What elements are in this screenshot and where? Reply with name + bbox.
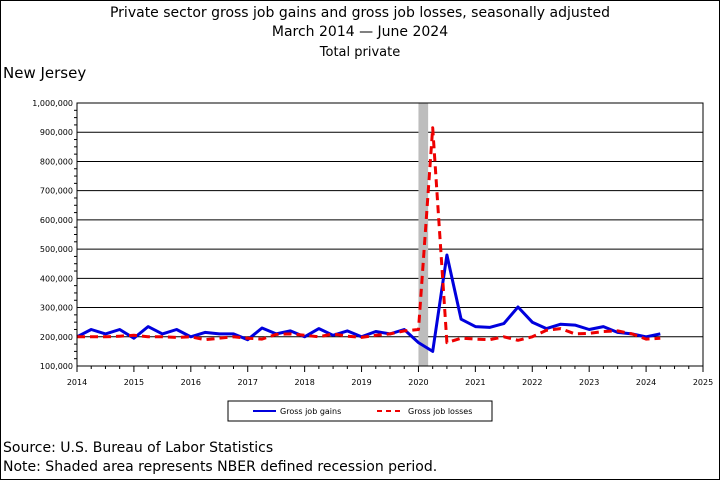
chart-subtitle-range: March 2014 — June 2024 xyxy=(271,24,449,40)
recession-shading xyxy=(418,103,429,366)
y-tick-label: 1,000,000 xyxy=(32,99,73,108)
x-tick-label: 2025 xyxy=(693,378,713,387)
x-tick-label: 2019 xyxy=(351,378,371,387)
source-note: Source: U.S. Bureau of Labor Statistics xyxy=(3,440,274,456)
legend-label-losses: Gross job losses xyxy=(408,407,472,416)
x-tick-label: 2014 xyxy=(67,378,87,387)
legend-label-gains: Gross job gains xyxy=(280,407,341,416)
series-line-gains xyxy=(76,253,661,353)
y-tick-label: 200,000 xyxy=(40,333,73,342)
x-tick-label: 2024 xyxy=(636,378,656,387)
region-label: New Jersey xyxy=(3,64,87,82)
x-tick-label: 2018 xyxy=(294,378,314,387)
y-tick-label: 500,000 xyxy=(40,245,73,254)
series-lines xyxy=(76,126,661,353)
x-tick-label: 2023 xyxy=(579,378,599,387)
y-tick-label: 900,000 xyxy=(40,128,73,137)
x-axis-ticks: 2014 2015 2016 2017 2018 2019 2020 2021 2022 2023… xyxy=(67,366,713,387)
gridlines xyxy=(77,102,703,367)
plot-area xyxy=(76,102,704,367)
x-tick-label: 2016 xyxy=(181,378,201,387)
chart-title: Private sector gross job gains and gross… xyxy=(109,5,611,21)
y-tick-label: 100,000 xyxy=(40,362,73,371)
y-tick-label: 300,000 xyxy=(40,304,73,313)
recession-note: Note: Shaded area represents NBER define… xyxy=(3,459,438,475)
x-tick-label: 2017 xyxy=(238,378,258,387)
series-line-losses xyxy=(77,126,661,345)
recession-bar xyxy=(418,103,429,366)
y-tick-label: 700,000 xyxy=(40,187,73,196)
legend-box xyxy=(227,400,493,422)
y-tick-label: 800,000 xyxy=(40,157,73,166)
y-axis-ticks: 100,000 200,000 300,000 400,000 500,000 600,0… xyxy=(32,99,77,371)
x-tick-label: 2015 xyxy=(124,378,144,387)
x-tick-label: 2020 xyxy=(408,378,428,387)
x-tick-label: 2021 xyxy=(465,378,485,387)
y-tick-label: 400,000 xyxy=(40,274,73,283)
x-tick-label: 2022 xyxy=(522,378,542,387)
chart-subtitle-series: Total private xyxy=(319,45,401,60)
legend: Gross job gains Gross job losses xyxy=(227,400,493,422)
y-tick-label: 600,000 xyxy=(40,216,73,225)
line-chart: 100,000 200,000 300,000 400,000 500,000 600,0… xyxy=(32,99,713,422)
